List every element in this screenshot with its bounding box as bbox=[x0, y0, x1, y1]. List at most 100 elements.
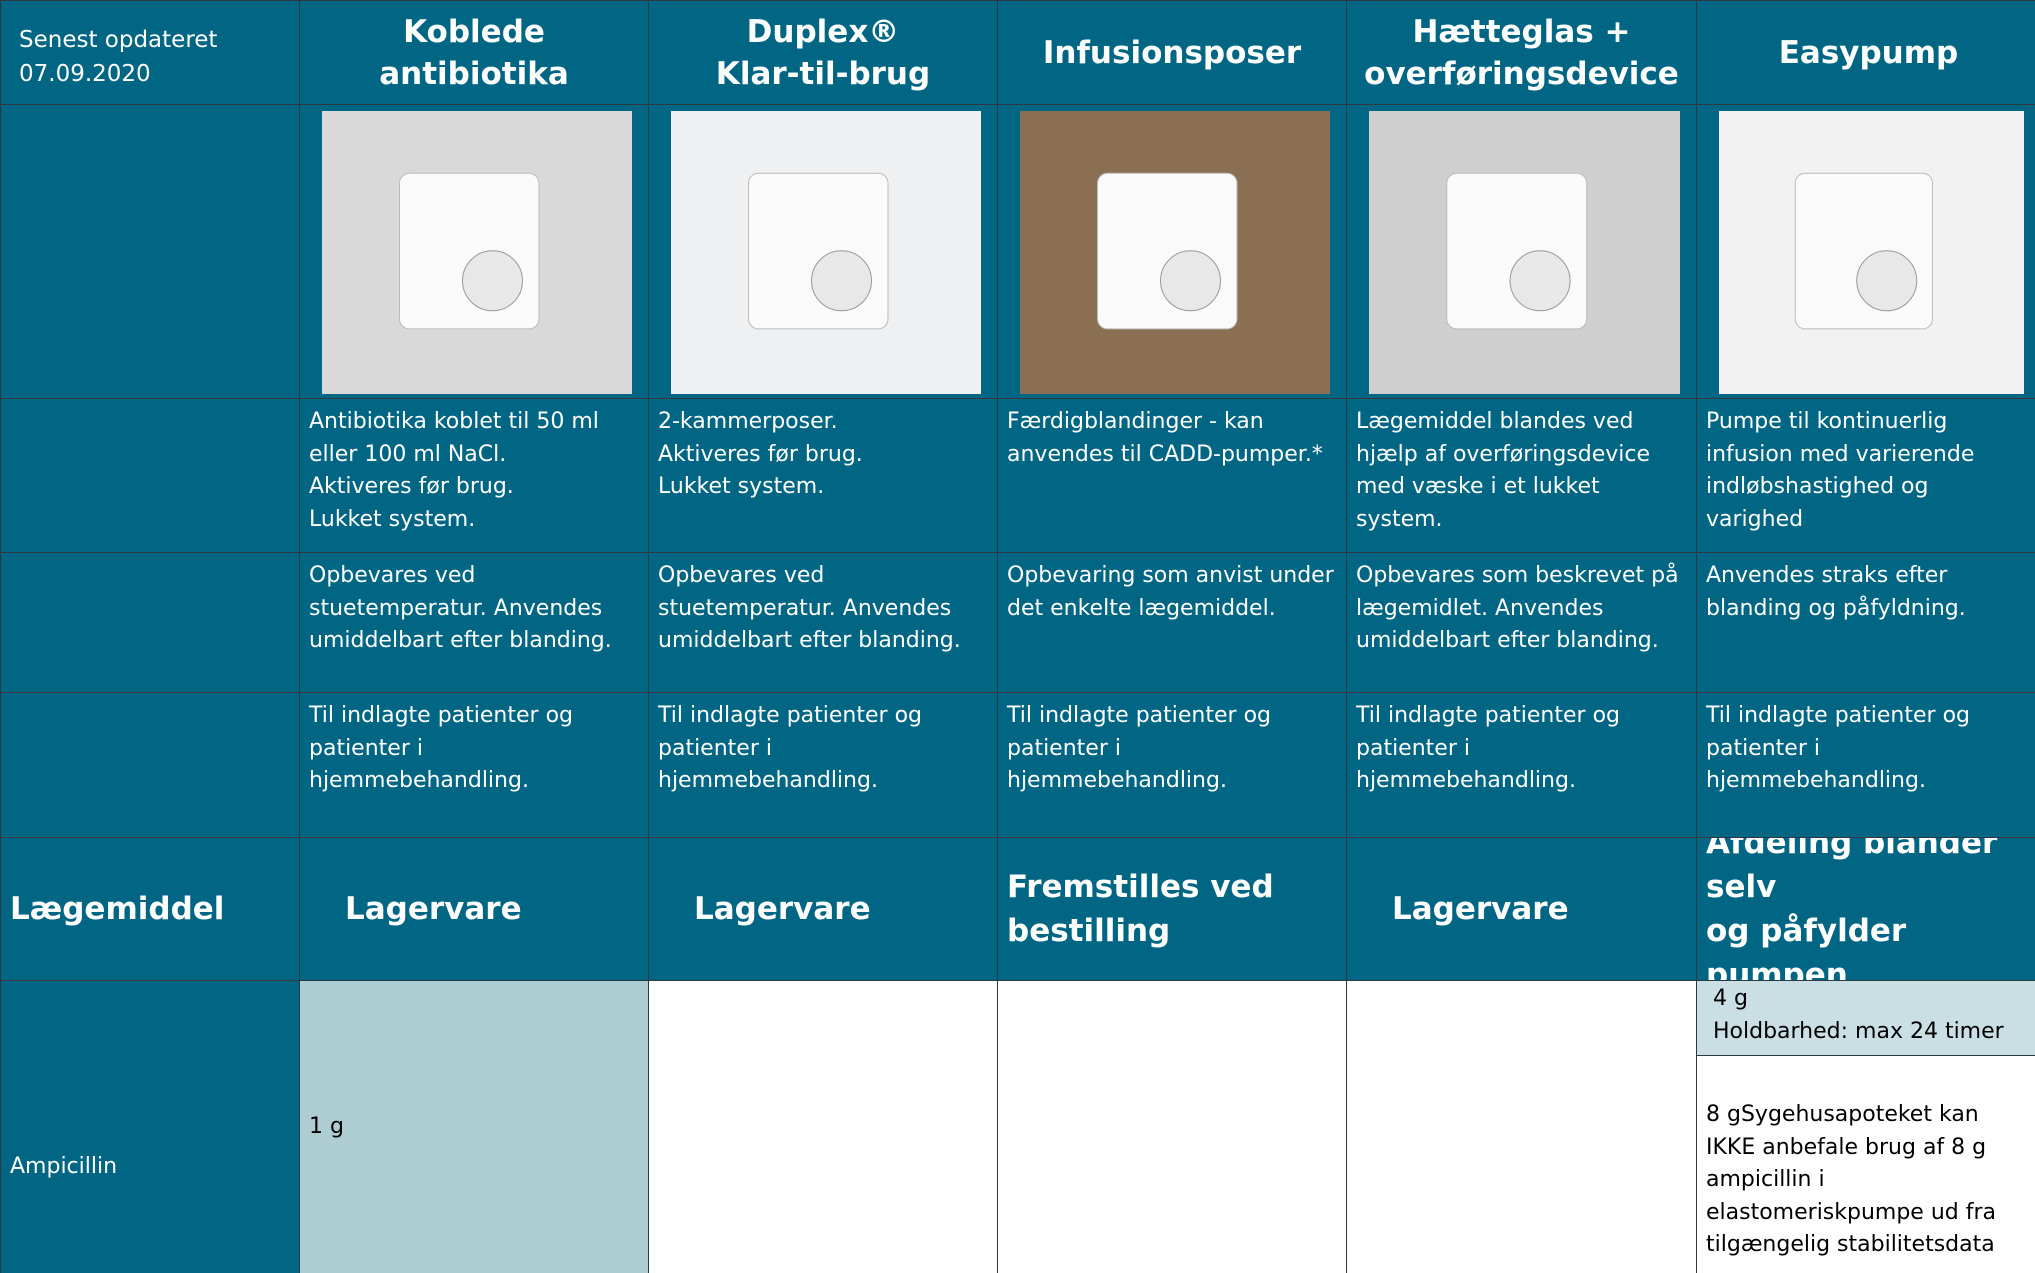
text-line: hjemmebehandling. bbox=[1356, 768, 1576, 793]
text-line: Fremstilles ved bbox=[1007, 869, 1274, 905]
product-photo bbox=[322, 111, 632, 394]
drug-cell: 1 g bbox=[299, 980, 649, 1273]
drug-cell bbox=[648, 980, 998, 1273]
text-line: hjemmebehandling. bbox=[309, 768, 529, 793]
column-header: Duplex® Klar-til-brug bbox=[648, 0, 998, 105]
info-cell: Pumpe til kontinuerlig infusion med varie… bbox=[1696, 398, 2035, 553]
text-line: Færdigblandinger - kan bbox=[1007, 409, 1264, 434]
text-line: Lukket system. bbox=[658, 474, 825, 499]
easypump-cell: 4 g Holdbarhed: max 24 timer bbox=[1696, 980, 2035, 1056]
text-line: Pumpe til kontinuerlig bbox=[1706, 409, 1948, 434]
blank-cell bbox=[0, 104, 300, 399]
section-header: Lagervare bbox=[1346, 837, 1697, 981]
text-line: Koblede antibiotika bbox=[379, 13, 569, 92]
text-line: Til indlagte patienter og bbox=[1706, 703, 1970, 728]
info-cell: Opbevaring som anvist under det enkelte l… bbox=[997, 552, 1347, 693]
text-line: indløbshastighed og varighed bbox=[1706, 474, 1929, 532]
text-line: Antibiotika koblet til 50 ml bbox=[309, 409, 599, 434]
text-line: hjemmebehandling. bbox=[1007, 768, 1227, 793]
drug-name: Ampicillin bbox=[0, 980, 300, 1273]
text-line: stuetemperatur. Anvendes bbox=[309, 595, 603, 621]
info-cell: Opbevares som beskrevet på lægemidlet. An… bbox=[1346, 552, 1697, 693]
text-line: tilgængelig stabilitetsdata bbox=[1706, 1232, 1995, 1257]
text-line: anvendes til CADD-pumper.* bbox=[1007, 441, 1323, 467]
text-line: Opbevares ved bbox=[658, 563, 825, 588]
info-cell: Færdigblandinger - kan anvendes til CADD-… bbox=[997, 398, 1347, 553]
text-line: eller 100 ml NaCl. bbox=[309, 441, 507, 467]
text-line: og påfylder pumpen bbox=[1706, 913, 1907, 981]
column-header: Koblede antibiotika bbox=[299, 0, 649, 105]
text-line: Opbevares som beskrevet på bbox=[1356, 563, 1679, 588]
text-line: patienter i bbox=[1007, 735, 1121, 761]
info-cell: Til indlagte patienter og patienter i hjem… bbox=[1346, 692, 1697, 838]
text-line: elastomeriskpumpe ud fra bbox=[1706, 1199, 1997, 1225]
info-cell: Opbevares ved stuetemperatur. Anvendes umi… bbox=[648, 552, 998, 693]
column-header: Hætteglas + overføringsdevice bbox=[1346, 0, 1697, 105]
image-cell bbox=[648, 104, 998, 399]
section-header: Afdeling blander selv og påfylder pumpen bbox=[1696, 837, 2035, 981]
info-cell: Til indlagte patienter og patienter i hjem… bbox=[997, 692, 1347, 838]
text-line: Lukket system. bbox=[309, 506, 476, 532]
blank-cell bbox=[0, 552, 300, 693]
text-line: med væske i et lukket system. bbox=[1356, 474, 1600, 532]
text-line: lægemidlet. Anvendes bbox=[1356, 595, 1604, 621]
text-line: infusion med varierende bbox=[1706, 441, 1975, 467]
text-line: 2-kammerposer. bbox=[658, 409, 838, 434]
updated-cell: Senest opdateret 07.09.2020 bbox=[0, 0, 300, 105]
info-cell: Lægemiddel blandes ved hjælp af overførin… bbox=[1346, 398, 1697, 553]
product-photo bbox=[1369, 111, 1680, 394]
image-cell bbox=[1346, 104, 1697, 399]
text-line: bestilling bbox=[1007, 913, 1171, 949]
info-cell: Antibiotika koblet til 50 ml eller 100 ml… bbox=[299, 398, 649, 553]
image-cell bbox=[1696, 104, 2035, 399]
blank-cell bbox=[0, 692, 300, 838]
easypump-cell: 8 gSygehusapoteket kan IKKE anbefale brug… bbox=[1696, 1055, 2035, 1273]
column-header: Easypump bbox=[1696, 0, 2035, 105]
text-line: stuetemperatur. Anvendes bbox=[658, 595, 952, 621]
info-cell: Opbevares ved stuetemperatur. Anvendes umi… bbox=[299, 552, 649, 693]
section-header: Fremstilles ved bestilling bbox=[997, 837, 1347, 981]
info-cell: Til indlagte patienter og patienter i hjem… bbox=[299, 692, 649, 838]
product-photo bbox=[671, 111, 981, 394]
product-photo bbox=[1020, 111, 1330, 394]
text-line: hjælp af overføringsdevice bbox=[1356, 441, 1651, 467]
text-line: 1 g bbox=[309, 1114, 344, 1139]
text-line: 4 g bbox=[1713, 986, 1748, 1011]
text-line: Opbevares ved bbox=[309, 563, 476, 588]
text-line: Lægemiddel blandes ved bbox=[1356, 409, 1634, 434]
text-line: Aktiveres før brug. bbox=[658, 441, 863, 467]
column-header: Infusionsposer bbox=[997, 0, 1347, 105]
drug-cell bbox=[997, 980, 1347, 1273]
text-line: IKKE anbefale brug af 8 g bbox=[1706, 1134, 1987, 1160]
text-line: umiddelbart efter blanding. bbox=[1356, 628, 1659, 653]
text-line: patienter i bbox=[1706, 735, 1820, 761]
text-line: Holdbarhed: max 24 timer bbox=[1713, 1018, 2004, 1044]
text-line: blanding og påfyldning. bbox=[1706, 595, 1966, 621]
text-line: Lagervare bbox=[345, 891, 522, 927]
info-cell: 2-kammerposer. Aktiveres før brug. Lukket … bbox=[648, 398, 998, 553]
blank-cell bbox=[0, 398, 300, 553]
section-label: Lægemiddel bbox=[0, 837, 300, 981]
drug-cell bbox=[1346, 980, 1697, 1273]
text-line: Anvendes straks efter bbox=[1706, 563, 1948, 588]
text-line: Infusionsposer bbox=[1042, 34, 1302, 71]
product-photo bbox=[1719, 111, 2024, 394]
text-line: Hætteglas + bbox=[1412, 13, 1631, 50]
text-line: Til indlagte patienter og bbox=[658, 703, 922, 728]
info-cell: Til indlagte patienter og patienter i hjem… bbox=[648, 692, 998, 838]
text-line: umiddelbart efter blanding. bbox=[658, 628, 961, 653]
text-line: Klar-til-brug bbox=[715, 55, 931, 92]
image-cell bbox=[299, 104, 649, 399]
text-line: Lagervare bbox=[1392, 891, 1569, 927]
text-line: patienter i bbox=[1356, 735, 1470, 761]
text-line: patienter i bbox=[309, 735, 423, 761]
info-cell: Til indlagte patienter og patienter i hjem… bbox=[1696, 692, 2035, 838]
section-header: Lagervare bbox=[648, 837, 998, 981]
text-line: Aktiveres før brug. bbox=[309, 474, 514, 499]
text-line: overføringsdevice bbox=[1364, 55, 1679, 92]
text-line: patienter i bbox=[658, 735, 772, 761]
text-line: umiddelbart efter blanding. bbox=[309, 628, 612, 653]
text-line: Til indlagte patienter og bbox=[309, 703, 573, 728]
text-line: Til indlagte patienter og bbox=[1356, 703, 1620, 728]
